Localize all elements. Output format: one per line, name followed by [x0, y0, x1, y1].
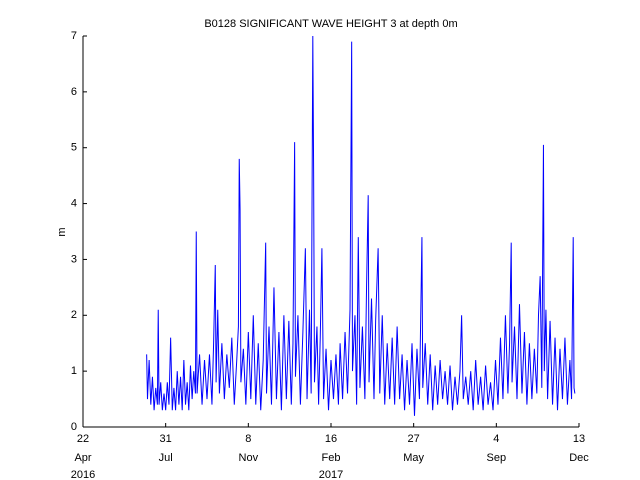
x-tick-month: Jul	[159, 452, 173, 464]
y-tick-label: 4	[71, 197, 77, 209]
x-tick-month: Nov	[239, 452, 259, 464]
y-tick-label: 3	[71, 253, 77, 265]
y-tick-label: 6	[71, 86, 77, 98]
x-tick-label: 22	[77, 433, 89, 445]
y-tick-label: 1	[71, 365, 77, 377]
x-tick-label: 31	[160, 433, 172, 445]
x-tick-label: 27	[408, 433, 420, 445]
chart-title: B0128 SIGNIFICANT WAVE HEIGHT 3 at depth…	[204, 18, 457, 30]
y-tick-label: 7	[71, 30, 77, 42]
x-tick-label: 16	[325, 433, 337, 445]
y-tick-label: 0	[71, 421, 77, 433]
x-tick-year: 2017	[319, 469, 343, 480]
y-axis-label: m	[56, 227, 68, 236]
data-line	[146, 35, 576, 416]
x-tick-label: 8	[245, 433, 251, 445]
x-tick-label: 4	[493, 433, 499, 445]
x-tick-year: 2016	[71, 469, 95, 480]
x-tick-label: 13	[573, 433, 585, 445]
y-tick-label: 2	[71, 309, 77, 321]
x-tick-month: Sep	[487, 452, 507, 464]
x-tick-month: Apr	[74, 452, 91, 464]
x-tick-month: Feb	[322, 452, 341, 464]
x-tick-month: May	[403, 452, 424, 464]
x-tick-month: Dec	[569, 452, 589, 464]
y-tick-label: 5	[71, 142, 77, 154]
